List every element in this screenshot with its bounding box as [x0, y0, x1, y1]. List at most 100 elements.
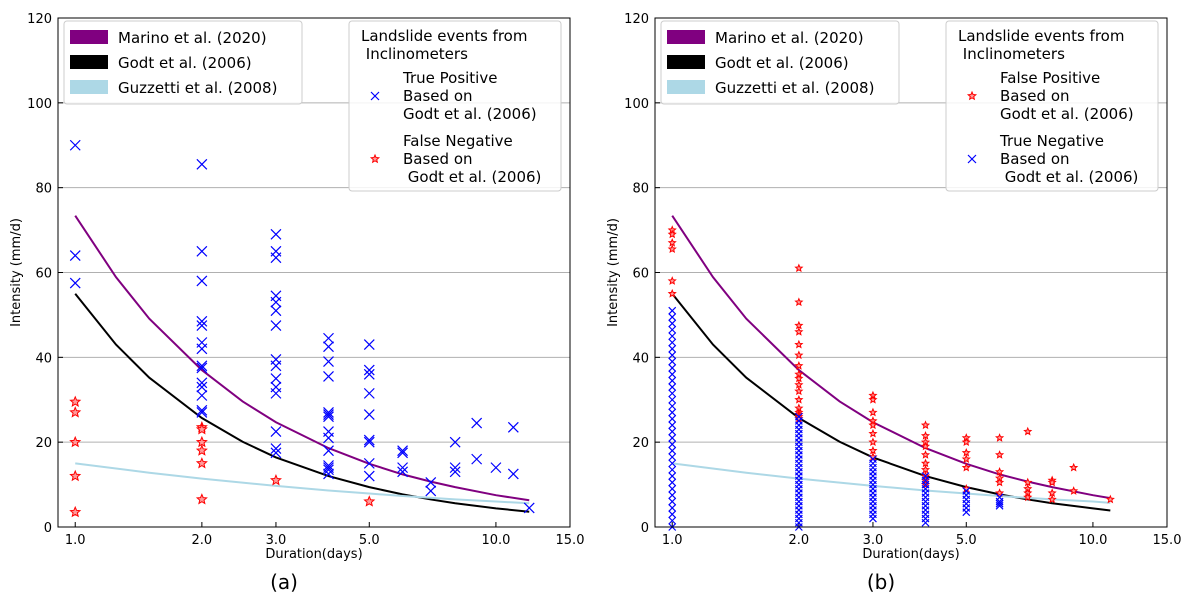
- panel-caption: (a): [270, 570, 298, 594]
- x-marker: [449, 462, 461, 474]
- y-axis-label: Intensity (mm/d): [9, 218, 24, 327]
- star-marker: [1069, 462, 1079, 472]
- legend-swatch: [70, 80, 108, 94]
- x-marker: [69, 277, 81, 289]
- x-marker: [323, 460, 334, 471]
- x-marker: [323, 356, 334, 367]
- x-marker: [363, 457, 375, 469]
- star-marker: [961, 454, 971, 464]
- legend-box: [348, 20, 562, 192]
- x-marker: [668, 497, 677, 506]
- x-marker: [668, 427, 677, 436]
- star-marker: [961, 437, 971, 447]
- x-marker: [668, 510, 677, 519]
- x-axis-label: Duration(days): [265, 547, 362, 562]
- x-marker: [397, 466, 409, 478]
- legend-label: False Positive Based on Godt et al. (2006): [1000, 69, 1134, 123]
- x-marker: [196, 245, 208, 257]
- star-marker: [868, 428, 878, 438]
- x-marker: [668, 465, 677, 474]
- x-marker: [995, 493, 1004, 502]
- legend-marker: [967, 154, 977, 164]
- x-marker: [270, 305, 282, 317]
- legend-label: Marino et al. (2020): [715, 29, 864, 47]
- x-tick-label: 10.0: [481, 533, 510, 548]
- star-marker: [794, 263, 804, 273]
- x-marker: [270, 443, 282, 454]
- legend-title: Landslide events from Inclinometers: [361, 27, 527, 63]
- star-marker: [195, 444, 208, 456]
- x-marker: [668, 421, 677, 430]
- line-series: [672, 462, 1111, 504]
- star-marker: [995, 450, 1005, 459]
- legend-box: [945, 20, 1159, 192]
- x-marker: [196, 343, 208, 355]
- star-marker: [794, 327, 804, 336]
- legend-box: [660, 20, 900, 105]
- star-marker: [794, 350, 804, 360]
- star-marker: [920, 420, 931, 430]
- y-tick-label: 100: [624, 97, 649, 112]
- y-tick-label: 80: [632, 182, 649, 197]
- star-marker: [667, 244, 677, 254]
- x-marker: [668, 313, 677, 321]
- x-marker: [270, 447, 282, 459]
- x-tick-label: 10.0: [1078, 533, 1107, 548]
- x-marker: [397, 447, 409, 459]
- star-marker: [794, 386, 804, 396]
- x-marker: [668, 364, 677, 372]
- star-marker: [69, 505, 82, 518]
- x-marker: [363, 368, 375, 380]
- line-series: [74, 293, 530, 513]
- x-marker: [363, 409, 375, 421]
- star-marker: [794, 339, 804, 349]
- star-marker: [69, 435, 82, 448]
- x-marker: [196, 362, 208, 374]
- y-tick-label: 120: [624, 12, 649, 27]
- star-marker: [868, 394, 878, 404]
- legend-label: Marino et al. (2020): [118, 29, 267, 47]
- x-marker: [449, 466, 461, 478]
- x-marker: [490, 462, 502, 474]
- x-marker: [270, 387, 282, 399]
- x-marker: [323, 341, 334, 353]
- y-tick-label: 60: [35, 267, 52, 282]
- x-marker: [449, 436, 461, 448]
- star-marker: [794, 297, 804, 307]
- legend-swatch: [667, 30, 705, 44]
- x-marker: [270, 228, 282, 240]
- x-marker: [668, 395, 677, 404]
- legend-marker: [966, 90, 978, 101]
- x-marker: [196, 390, 208, 401]
- x-marker: [668, 332, 677, 341]
- x-tick-label: 15.0: [556, 533, 585, 548]
- x-marker: [270, 360, 282, 372]
- star-marker: [363, 495, 376, 507]
- star-marker: [794, 394, 804, 404]
- x-marker: [196, 320, 208, 331]
- plot-frame: [654, 17, 1168, 528]
- y-tick-label: 0: [641, 521, 649, 536]
- x-marker: [668, 389, 677, 398]
- star-marker: [69, 395, 82, 407]
- legend-swatch: [70, 30, 108, 44]
- x-marker: [323, 370, 334, 382]
- legend-label: Guzzetti et al. (2008): [715, 79, 874, 97]
- x-marker: [668, 503, 677, 512]
- x-marker: [323, 464, 334, 476]
- x-marker: [668, 491, 677, 500]
- x-marker: [425, 477, 437, 488]
- x-marker: [471, 417, 483, 429]
- line-series: [75, 462, 530, 505]
- x-marker: [363, 470, 375, 482]
- x-tick-label: 5.0: [956, 533, 977, 548]
- y-tick-label: 100: [27, 97, 52, 112]
- x-marker: [69, 250, 81, 261]
- star-marker: [69, 469, 82, 482]
- x-marker: [363, 364, 375, 376]
- x-tick-label: 3.0: [863, 533, 884, 548]
- x-marker: [270, 373, 282, 384]
- legend-swatch: [667, 55, 705, 69]
- star-marker: [269, 474, 282, 486]
